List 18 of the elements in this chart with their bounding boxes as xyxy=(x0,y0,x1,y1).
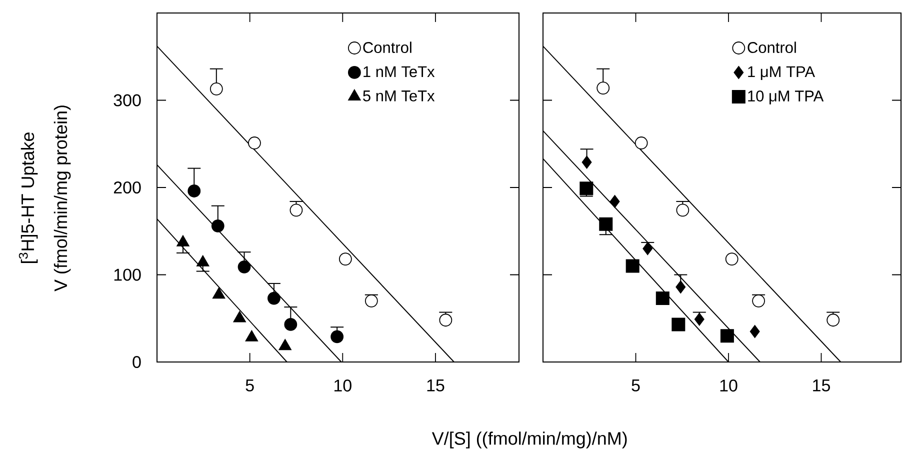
legend-label: 5 nM TeTx xyxy=(363,90,435,102)
legend-label: Control xyxy=(363,42,412,54)
y-axis-title: [$^{3}$H]5-HT Uptake V (fmol/min/mg protein) xyxy=(18,106,71,292)
x-tick-label: 10 xyxy=(334,380,352,392)
x-tick-label: 5 xyxy=(632,380,640,392)
x-tick-label: 15 xyxy=(813,380,830,392)
x-axis-title: V/[S] ((fmol/min/mg)/nM) xyxy=(432,432,627,448)
legend-label: 1 nM TeTx xyxy=(364,66,435,78)
legend-label: 1 μM TPA xyxy=(748,66,816,80)
y-tick-label: 200 xyxy=(114,181,141,194)
x-tick-label: 5 xyxy=(246,380,254,392)
x-tick-label: 10 xyxy=(720,380,738,392)
legend-label: Control xyxy=(748,42,796,54)
y-tick-label: 100 xyxy=(114,268,141,281)
legend-label: 10 μM TPA xyxy=(748,90,824,104)
y-tick-label: 300 xyxy=(114,94,141,106)
y-tick-label: 0 xyxy=(132,356,141,368)
x-tick-label: 15 xyxy=(427,380,444,392)
